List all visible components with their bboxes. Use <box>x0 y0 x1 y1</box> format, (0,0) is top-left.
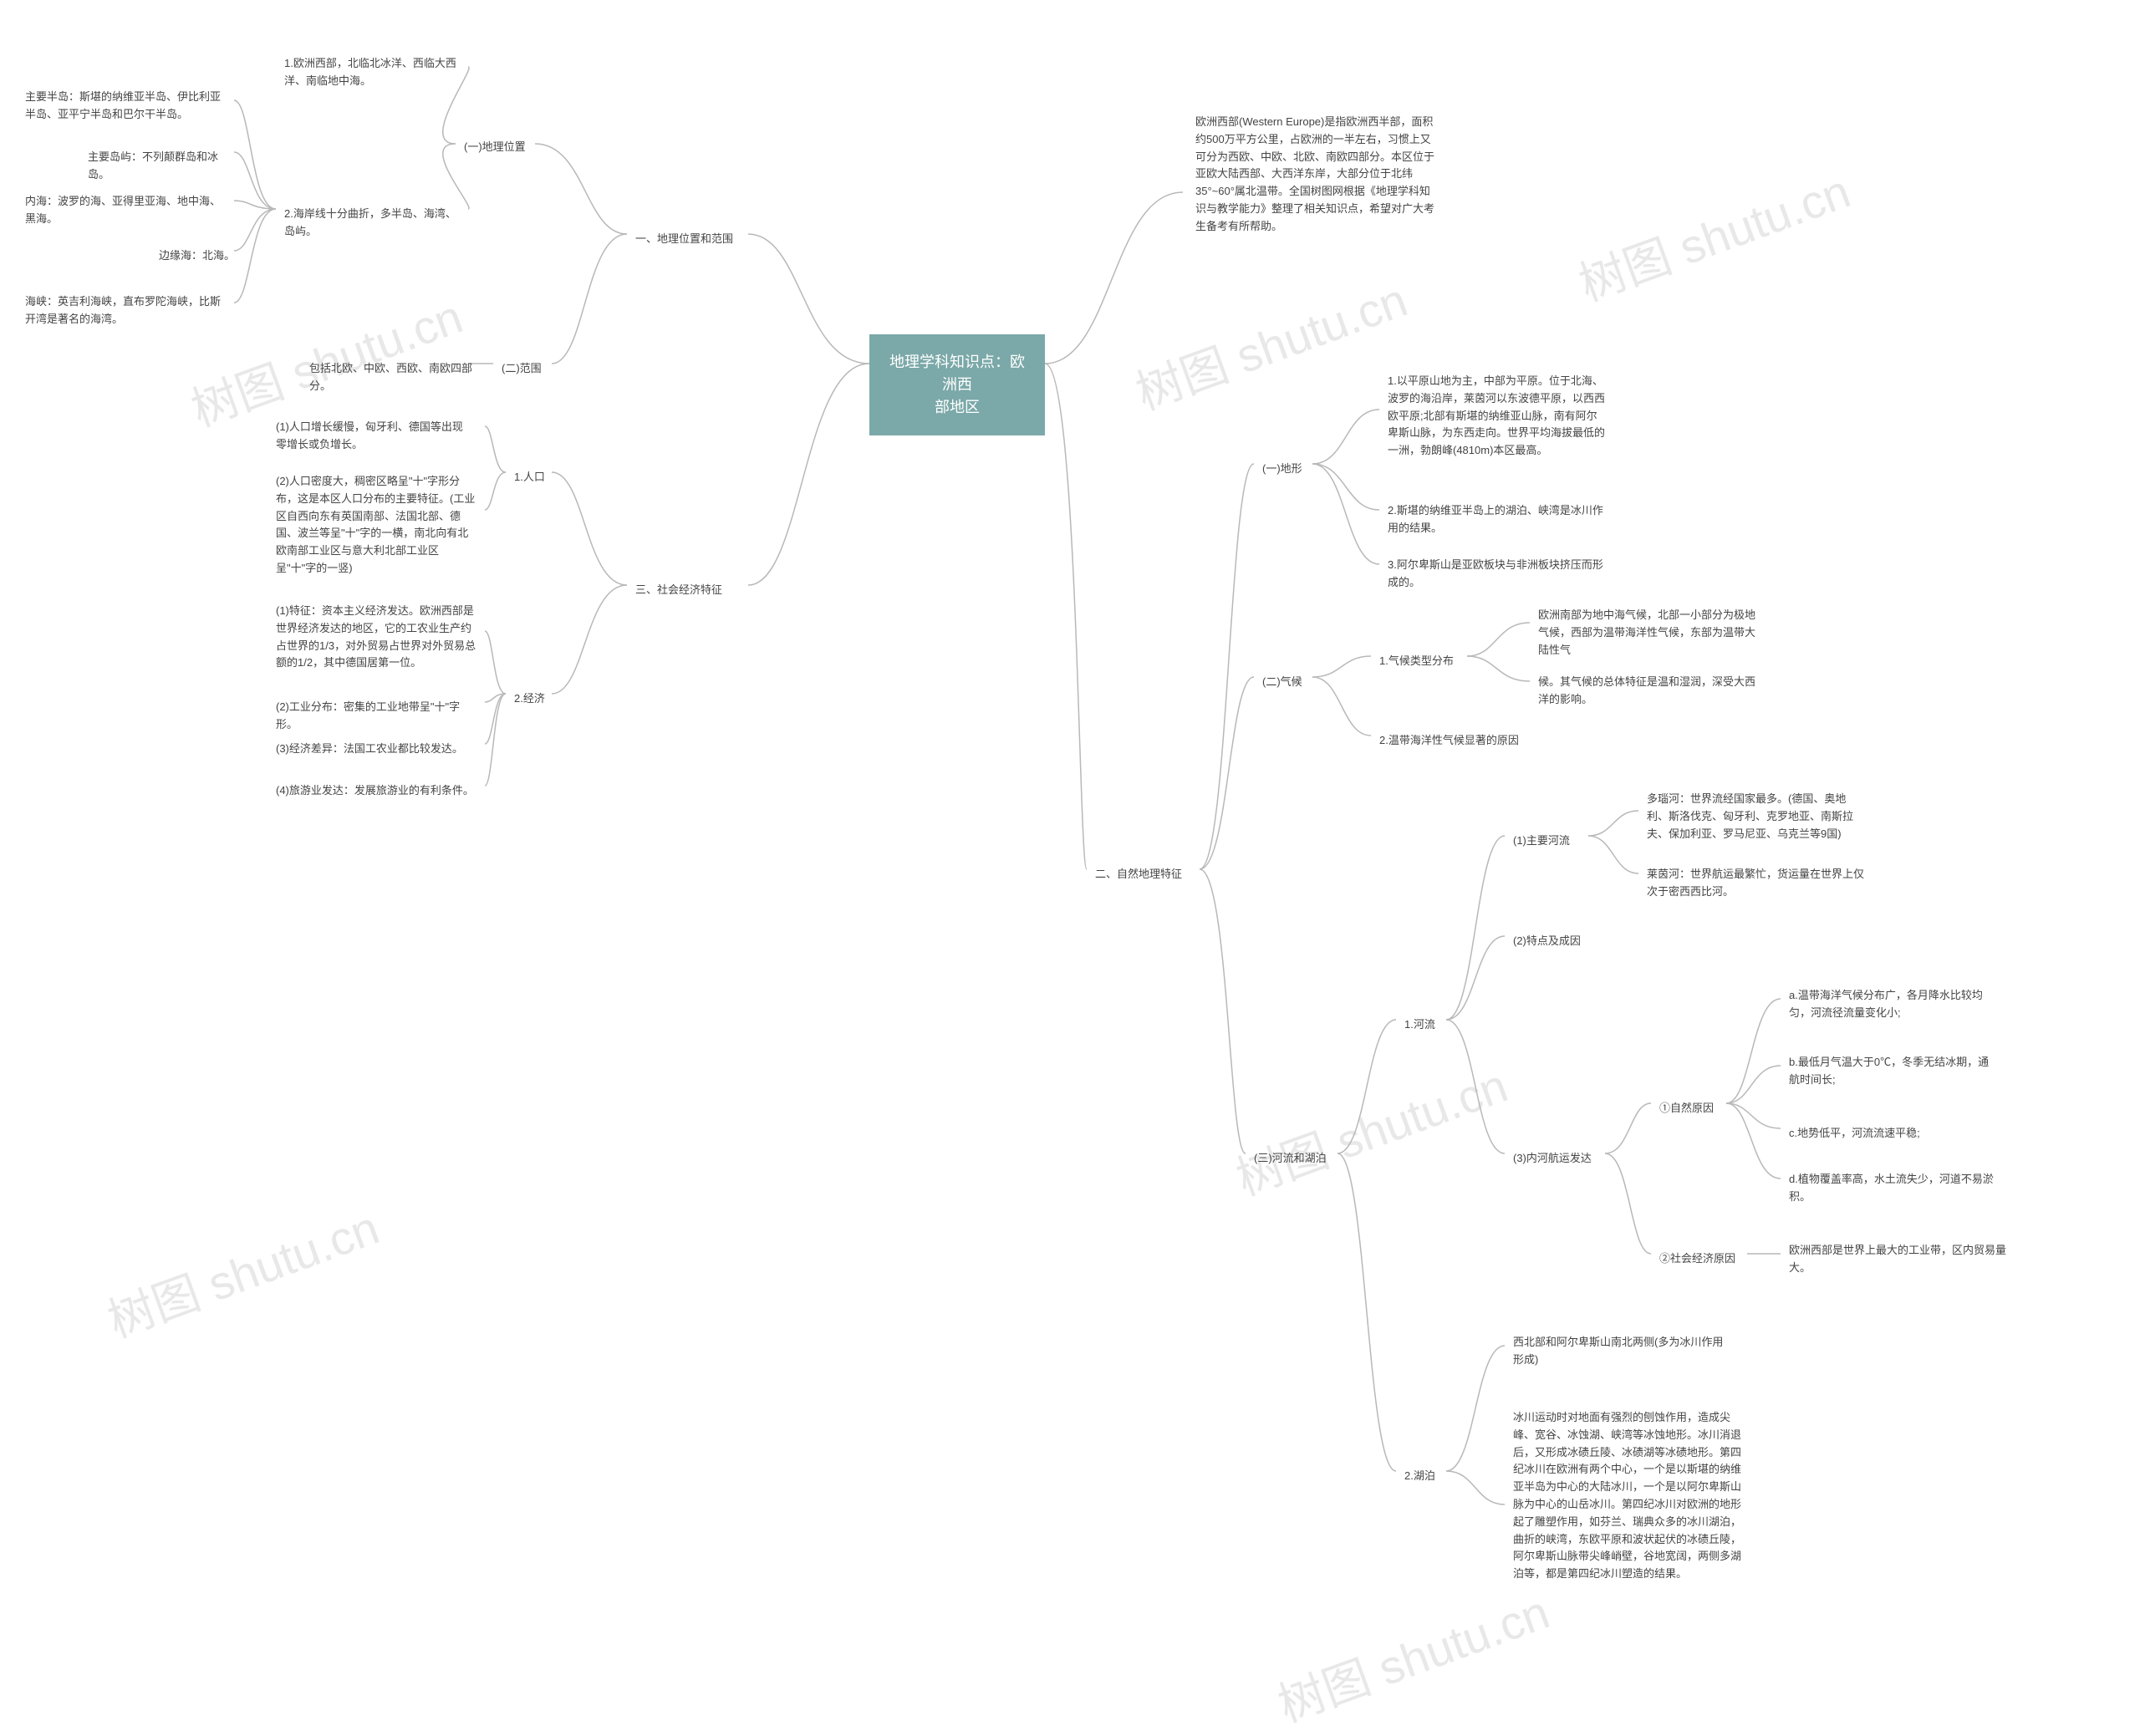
nav-social-t: 欧洲西部是世界上最大的工业带，区内贸易量大。 <box>1781 1237 2015 1282</box>
section1-a-c1: 主要半岛：斯堪的纳维亚半岛、伊比利亚半岛、亚平宁半岛和巴尔干半岛。 <box>17 84 234 129</box>
section1-a-c5: 海峡：英吉利海峡，直布罗陀海峡，比斯开湾是著名的海湾。 <box>17 288 234 333</box>
climate-title: (二)气候 <box>1254 669 1311 696</box>
section1-a-c4: 边缘海：北海。 <box>150 242 243 270</box>
section3-econ-title: 2.经济 <box>506 685 553 713</box>
climate-c1a: 欧洲南部为地中海气候，北部一小部分为极地气候，西部为温带海洋性气候，东部为温带大… <box>1530 602 1764 664</box>
watermark: 树图 shutu.cn <box>1267 1575 1557 1735</box>
rivers-nav-title: (3)内河航运发达 <box>1505 1145 1600 1173</box>
section2-title: 二、自然地理特征 <box>1087 861 1190 888</box>
center-title-line1: 地理学科知识点：欧洲西 <box>889 354 1025 393</box>
section1-b-title: (二)范围 <box>493 355 550 383</box>
watermark: 树图 shutu.cn <box>1225 1048 1516 1209</box>
lakes-n2: 冰川运动时对地面有强烈的刨蚀作用，造成尖峰、宽谷、冰蚀湖、峡湾等冰蚀地形。冰川消… <box>1505 1404 1755 1588</box>
terrain-title: (一)地形 <box>1254 456 1311 483</box>
section1-a-n1: 1.欧洲西部，北临北冰洋、西临大西洋、南临地中海。 <box>276 50 468 95</box>
section1-b-n1: 包括北欧、中欧、西欧、南欧四部分。 <box>301 355 485 400</box>
nav-natural-c: c.地势低平，河流流速平稳; <box>1781 1120 1929 1148</box>
section1-a-c3: 内海：波罗的海、亚得里亚海、地中海、黑海。 <box>17 188 234 233</box>
terrain-n2: 2.斯堪的纳维亚半岛上的湖泊、峡湾是冰川作用的结果。 <box>1379 497 1613 542</box>
climate-c1b: 候。其气候的总体特征是温和湿润，深受大西洋的影响。 <box>1530 669 1764 714</box>
rivers-main-title: (1)主要河流 <box>1505 827 1578 855</box>
nav-natural-title: ①自然原因 <box>1651 1095 1722 1123</box>
rivers-main-r2: 莱茵河：世界航运最繁忙，货运量在世界上仅次于密西西比河。 <box>1638 861 1872 906</box>
section1-title: 一、地理位置和范围 <box>627 226 741 253</box>
terrain-n3: 3.阿尔卑斯山是亚欧板块与非洲板块挤压而形成的。 <box>1379 552 1613 597</box>
water-title: (三)河流和湖泊 <box>1246 1145 1335 1173</box>
climate-n2: 2.温带海洋性气候显著的原因 <box>1371 727 1527 755</box>
nav-natural-d: d.植物覆盖率高，水土流失少，河道不易淤积。 <box>1781 1166 2006 1211</box>
rivers-features: (2)特点及成因 <box>1505 928 1589 955</box>
section3-econ-n1: (1)特征：资本主义经济发达。欧洲西部是世界经济发达的地区，它的工农业生产约占世… <box>268 598 485 677</box>
section1-a-c2: 主要岛屿：不列颠群岛和冰岛。 <box>79 144 247 189</box>
climate-n1: 1.气候类型分布 <box>1371 648 1462 675</box>
rivers-title: 1.河流 <box>1396 1011 1444 1039</box>
watermark: 树图 shutu.cn <box>1568 154 1858 314</box>
section3-title: 三、社会经济特征 <box>627 577 731 604</box>
section3-econ-n2: (2)工业分布：密集的工业地带呈"十"字形。 <box>268 694 485 739</box>
nav-natural-b: b.最低月气温大于0℃，冬季无结冰期，通航时间长; <box>1781 1049 2006 1094</box>
lakes-title: 2.湖泊 <box>1396 1463 1444 1490</box>
watermark: 树图 shutu.cn <box>1125 262 1415 423</box>
nav-natural-a: a.温带海洋气候分布广，各月降水比较均匀，河流径流量变化小; <box>1781 982 2006 1027</box>
section3-pop-n1: (1)人口增长缓慢，匈牙利、德国等出现零增长或负增长。 <box>268 414 476 459</box>
section3-econ-n3: (3)经济差异：法国工农业都比较发达。 <box>268 736 471 763</box>
terrain-n1: 1.以平原山地为主，中部为平原。位于北海、波罗的海沿岸，莱茵河以东波德平原，以西… <box>1379 368 1613 465</box>
rivers-main-r1: 多瑙河：世界流经国家最多。(德国、奥地利、斯洛伐克、匈牙利、克罗地亚、南斯拉夫、… <box>1638 786 1872 848</box>
section3-econ-n4: (4)旅游业发达：发展旅游业的有利条件。 <box>268 777 482 805</box>
section3-pop-title: 1.人口 <box>506 464 553 491</box>
section3-pop-n2: (2)人口密度大，稠密区略呈"十"字形分布，这是本区人口分布的主要特征。(工业区… <box>268 468 485 583</box>
center-title-line2: 部地区 <box>935 399 980 415</box>
center-title-node: 地理学科知识点：欧洲西 部地区 <box>869 334 1045 435</box>
lakes-n1: 西北部和阿尔卑斯山南北两侧(多为冰川作用形成) <box>1505 1329 1739 1374</box>
watermark: 树图 shutu.cn <box>97 1190 387 1351</box>
nav-social-title: ②社会经济原因 <box>1651 1245 1744 1273</box>
section1-a-n2: 2.海岸线十分曲折，多半岛、海湾、岛屿。 <box>276 201 468 246</box>
section1-a-title: (一)地理位置 <box>456 134 534 161</box>
intro-text: 欧洲西部(Western Europe)是指欧洲西半部，面积约500万平方公里，… <box>1187 109 1446 241</box>
